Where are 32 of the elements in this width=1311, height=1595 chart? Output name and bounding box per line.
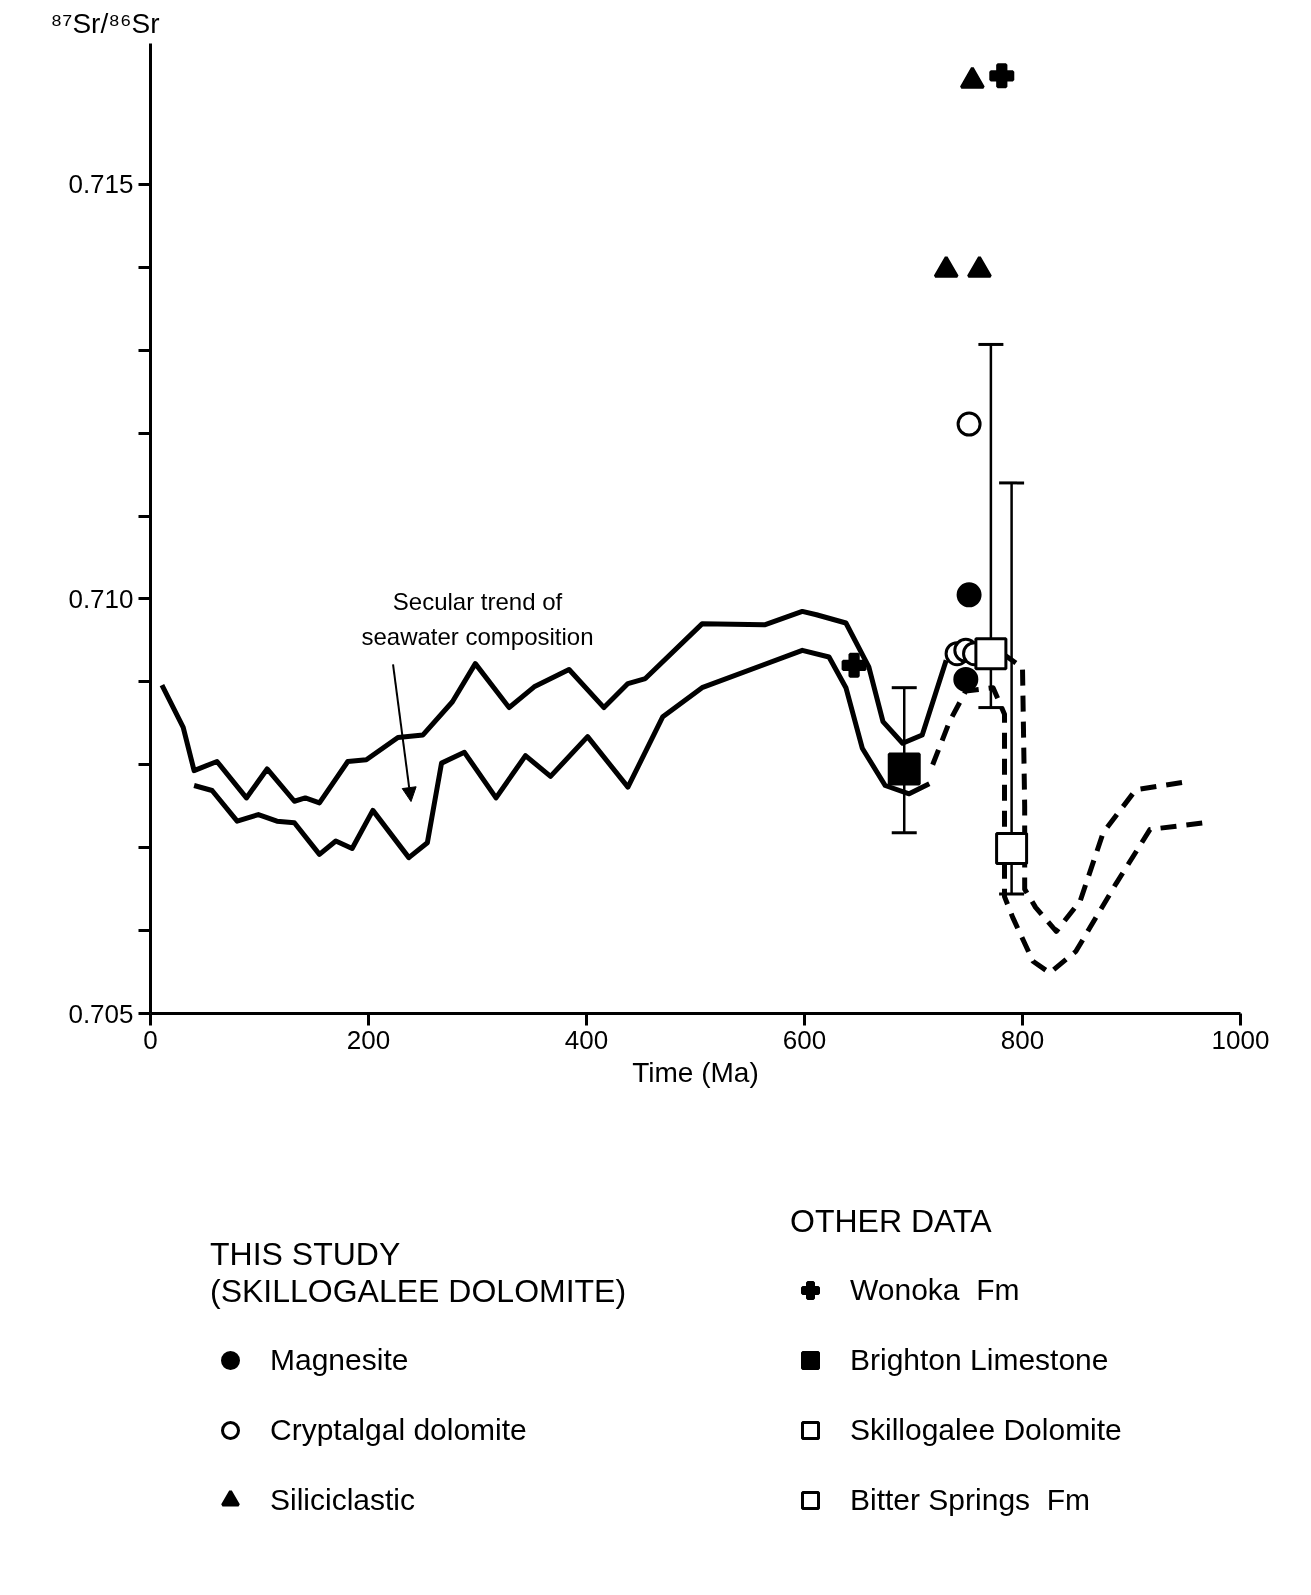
point: [887, 752, 921, 786]
x-tick-label: 600: [782, 1024, 827, 1055]
x-tick-label: 800: [1000, 1024, 1045, 1055]
y-tick-label: 0.715: [68, 169, 134, 200]
y-tick-label: 0.710: [68, 583, 134, 614]
x-tick-label: 200: [346, 1024, 391, 1055]
point: [956, 582, 982, 608]
x-axis-title: Time (Ma): [632, 1056, 759, 1088]
point: [841, 652, 867, 678]
point: [956, 411, 982, 437]
x-tick-label: 400: [564, 1024, 609, 1055]
x-tick-label: 0: [143, 1024, 158, 1055]
point: [966, 255, 992, 278]
annotation: Secular trend of seawater composition: [361, 587, 594, 650]
legend-label: Siliciclastic: [270, 1483, 416, 1517]
point: [953, 666, 979, 692]
x-tick-label: 1000: [1211, 1024, 1270, 1055]
text: (SKILLOGALEE DOLOMITE): [210, 1273, 627, 1309]
legend-label: Skillogalee Dolomite: [850, 1413, 1122, 1447]
legend-label: Cryptalgal dolomite: [270, 1413, 527, 1447]
y-axis-title: ⁸⁷Sr/⁸⁶Sr: [50, 7, 160, 39]
legend-label: Wonoka Fm: [850, 1273, 1020, 1307]
legend-label: Bitter Springs Fm: [850, 1483, 1091, 1517]
legend-label: Magnesite: [270, 1343, 409, 1377]
legend-label: Brighton Limestone: [850, 1343, 1109, 1377]
point: [959, 66, 985, 89]
point: [995, 832, 1029, 866]
text: THIS STUDY: [210, 1236, 401, 1272]
text: OTHER DATA: [790, 1203, 993, 1240]
y-tick-label: 0.705: [68, 998, 134, 1029]
point: [974, 637, 1008, 671]
point: [933, 255, 959, 278]
